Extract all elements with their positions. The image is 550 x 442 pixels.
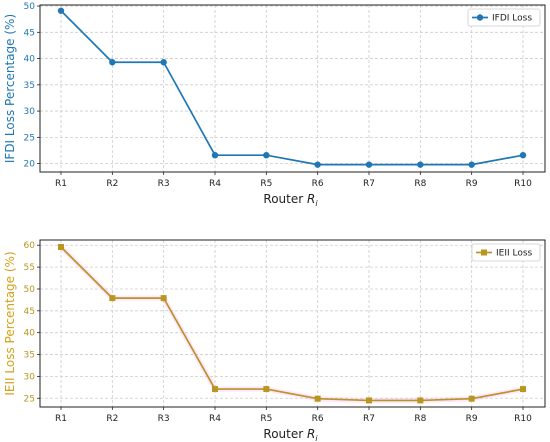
data-point	[417, 161, 424, 168]
x-tick-label: R3	[158, 179, 170, 189]
legend-marker	[476, 14, 484, 21]
data-point	[366, 397, 372, 404]
data-point	[58, 243, 64, 250]
data-point	[417, 397, 424, 404]
x-tick-label: R7	[363, 179, 375, 189]
data-point	[109, 295, 116, 302]
x-tick-label: R1	[55, 414, 67, 424]
y-tick-label: 30	[24, 107, 36, 117]
data-point	[160, 59, 167, 66]
y-tick-label: 30	[24, 372, 36, 382]
y-tick-label: 40	[24, 55, 36, 65]
x-axis-label-symbol: R	[307, 192, 315, 206]
data-point	[263, 151, 270, 159]
series-line	[60, 10, 524, 166]
legend-box	[467, 8, 541, 27]
x-tick-label: R5	[260, 179, 272, 189]
data-point	[160, 295, 167, 302]
y-tick-label: 45	[24, 307, 35, 317]
x-axis-label-symbol: R	[307, 427, 315, 441]
y-tick-label: 45	[24, 28, 35, 38]
legend-box	[471, 243, 541, 262]
data-point	[263, 386, 270, 393]
x-tick-label: R9	[466, 414, 478, 424]
y-axis-label: IFDI Loss Percentage (%)	[3, 14, 17, 163]
x-tick-label: R3	[158, 414, 170, 424]
x-tick-label: R9	[466, 179, 478, 189]
x-tick-label: R8	[414, 179, 426, 189]
legend-marker	[481, 249, 487, 256]
data-point	[468, 395, 475, 402]
y-tick-label: 55	[24, 263, 35, 273]
y-tick-label: 20	[24, 160, 36, 170]
y-tick-label: 60	[24, 241, 36, 251]
x-tick-label: R5	[260, 414, 272, 424]
x-tick-label: R2	[106, 414, 118, 424]
y-tick-label: 50	[24, 285, 36, 295]
legend: IFDI Loss	[467, 8, 541, 27]
x-tick-label: R2	[106, 179, 118, 189]
data-point	[212, 386, 218, 393]
data-point	[314, 395, 321, 402]
x-tick-label: R4	[209, 414, 221, 424]
x-tick-label: R8	[414, 414, 426, 424]
legend-label: IFDI Loss	[492, 14, 532, 24]
x-tick-label: R7	[363, 414, 375, 424]
series-glow	[59, 245, 524, 403]
legend-label: IEII Loss	[496, 249, 533, 259]
data-point	[520, 386, 526, 393]
x-tick-label: R10	[514, 179, 532, 189]
y-axis-label: IEII Loss Percentage (%)	[3, 251, 17, 395]
series-line	[60, 246, 524, 402]
plot-frame	[39, 239, 546, 408]
data-point	[57, 7, 65, 14]
chart-panel-1: 20 25 30 35 40 45 50 R1 R2 R3 R4 R5 R6 R7 R8 R9 R10 Route…	[3, 2, 546, 208]
y-tick-label: 25	[24, 133, 35, 143]
y-tick-label: 50	[24, 2, 36, 12]
data-point	[519, 151, 527, 159]
data-point	[468, 161, 475, 168]
x-tick-label: R10	[514, 414, 532, 424]
chart-panel-2: 25 30 35 40 45 50 55 60 R1 R2 R3 R4 R5 R6 R7 R8 R9 R10 Rou…	[3, 239, 546, 442]
x-axis-label-subscript: i	[315, 434, 318, 442]
y-tick-label: 35	[24, 81, 35, 91]
data-point	[365, 161, 373, 168]
x-axis-label-main: Router	[263, 427, 307, 441]
data-point	[314, 161, 321, 168]
x-axis-label: Router Ri	[263, 427, 318, 442]
x-tick-label: R6	[312, 414, 324, 424]
x-axis-label: Router Ri	[263, 192, 318, 208]
legend: IEII Loss	[471, 243, 541, 262]
y-tick-label: 25	[24, 394, 35, 404]
x-tick-label: R4	[209, 179, 221, 189]
y-tick-label: 35	[24, 351, 35, 361]
plot-frame	[39, 4, 546, 173]
x-axis-label-subscript: i	[315, 199, 318, 208]
x-tick-label: R1	[55, 179, 67, 189]
x-axis-label-main: Router	[263, 192, 307, 206]
data-point	[211, 151, 219, 159]
y-tick-label: 40	[24, 329, 36, 339]
data-point	[109, 59, 116, 66]
x-tick-label: R6	[312, 179, 324, 189]
